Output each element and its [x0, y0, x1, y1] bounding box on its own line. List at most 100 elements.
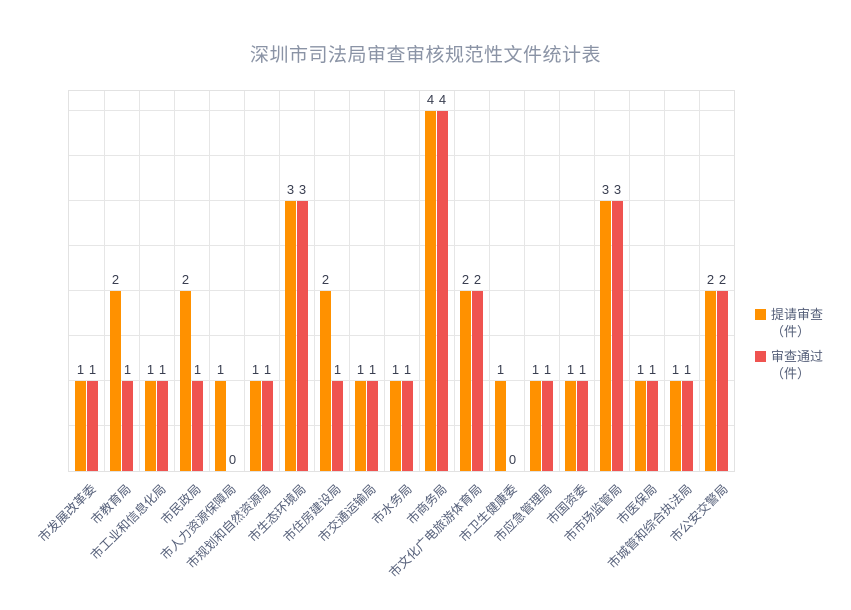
bar-value-label: 4 — [426, 92, 435, 108]
bar-series-b[interactable] — [682, 381, 693, 471]
x-axis-label-cell: 市城管和综合执法局 — [606, 473, 700, 610]
legend-swatch-icon — [755, 309, 766, 320]
bar-series-a[interactable] — [145, 381, 156, 471]
bar-series-a[interactable] — [460, 291, 471, 471]
bar-value-label: 1 — [578, 362, 587, 378]
bar-series-b[interactable] — [472, 291, 483, 471]
bar-value-label: 3 — [298, 182, 307, 198]
bar-series-b[interactable] — [612, 201, 623, 471]
bar-series-b[interactable] — [577, 381, 588, 471]
x-axis-label-cell: 市交通运输局 — [316, 473, 384, 610]
bar-value-label: 2 — [461, 272, 470, 288]
bar-value-label: 1 — [216, 362, 225, 378]
x-axis-labels: 市发展改革委 市教育局 市工业和信息化局 市民政局 市人力资源保障局 市规划和自然资源局市… — [35, 473, 735, 610]
bar-series-b[interactable] — [157, 381, 168, 471]
bar-series-b[interactable] — [647, 381, 658, 471]
x-axis-label-cell: 市卫生健康委 — [457, 473, 524, 610]
bar-series-a[interactable] — [320, 291, 331, 471]
bar-value-label: 1 — [566, 362, 575, 378]
bar-series-b[interactable] — [437, 111, 448, 471]
bar-series-a[interactable] — [705, 291, 716, 471]
bar-series-a[interactable] — [215, 381, 226, 471]
bar-value-label: 1 — [251, 362, 260, 378]
bar-series-a[interactable] — [285, 201, 296, 471]
bar-value-label: 1 — [391, 362, 400, 378]
bar-series-a[interactable] — [495, 381, 506, 471]
bar-series-b[interactable] — [402, 381, 413, 471]
bar-series-a[interactable] — [180, 291, 191, 471]
legend-label: 提请审查 （件） — [771, 307, 824, 339]
legend-item[interactable]: 提请审查 （件） — [755, 306, 851, 340]
bar-series-b[interactable] — [367, 381, 378, 471]
x-axis-label-cell: 市生态环境局 — [246, 473, 314, 610]
chart-legend: 提请审查 （件） 审查通过 （件） — [755, 306, 851, 390]
bar-series-b[interactable] — [297, 201, 308, 471]
bar-series-a[interactable] — [250, 381, 261, 471]
bar-value-label: 1 — [496, 362, 505, 378]
bar-series-a[interactable] — [425, 111, 436, 471]
bar-value-label: 1 — [648, 362, 657, 378]
x-axis-label-cell: 市住房建设局 — [281, 473, 349, 610]
x-axis-label-cell: 市国资委 — [545, 473, 595, 610]
bar-value-label: 1 — [263, 362, 272, 378]
chart-title-main: 深圳市司法局审查审核规范性文件统计表 — [249, 45, 601, 66]
bar-value-label: 1 — [636, 362, 645, 378]
bar-series-a[interactable] — [635, 381, 646, 471]
x-axis-label-cell: 市规划和自然资源局 — [184, 473, 279, 610]
bar-series-a[interactable] — [670, 381, 681, 471]
bar-value-label: 0 — [228, 452, 237, 467]
bar-series-a[interactable] — [355, 381, 366, 471]
bar-value-label: 1 — [76, 362, 85, 378]
bar-series-a[interactable] — [600, 201, 611, 471]
bar-value-label: 2 — [706, 272, 715, 288]
x-axis-label-cell: 市公安交警局 — [667, 473, 735, 610]
bar-value-label: 4 — [438, 92, 447, 108]
bar-value-label: 2 — [111, 272, 120, 288]
bar-value-label: 1 — [531, 362, 540, 378]
bar-series-b[interactable] — [542, 381, 553, 471]
bar-series-b[interactable] — [332, 381, 343, 471]
bar-series-a[interactable] — [530, 381, 541, 471]
bar-value-label: 1 — [333, 362, 342, 378]
legend-item[interactable]: 审查通过 （件） — [755, 348, 851, 382]
bar-value-label: 1 — [356, 362, 365, 378]
bar-value-label: 3 — [613, 182, 622, 198]
bar-series-b[interactable] — [717, 291, 728, 471]
bar-value-label: 2 — [321, 272, 330, 288]
bar-value-label: 0 — [508, 452, 517, 467]
bar-value-label: 1 — [683, 362, 692, 378]
bar-series-b[interactable] — [192, 381, 203, 471]
bar-value-label: 3 — [286, 182, 295, 198]
bar-series-b[interactable] — [87, 381, 98, 471]
bar-value-label: 1 — [88, 362, 97, 378]
bar-series-b[interactable] — [262, 381, 273, 471]
bar-value-label: 3 — [601, 182, 610, 198]
legend-label: 审查通过 （件） — [771, 349, 824, 381]
bar-value-label: 1 — [543, 362, 552, 378]
bar-series-a[interactable] — [110, 291, 121, 471]
bar-series-a[interactable] — [390, 381, 401, 471]
bar-value-label: 2 — [718, 272, 727, 288]
bar-value-label: 1 — [123, 362, 132, 378]
bar-series-b[interactable] — [122, 381, 133, 471]
bar-value-label: 1 — [158, 362, 167, 378]
bar-series-a[interactable] — [75, 381, 86, 471]
bar-series-a[interactable] — [565, 381, 576, 471]
